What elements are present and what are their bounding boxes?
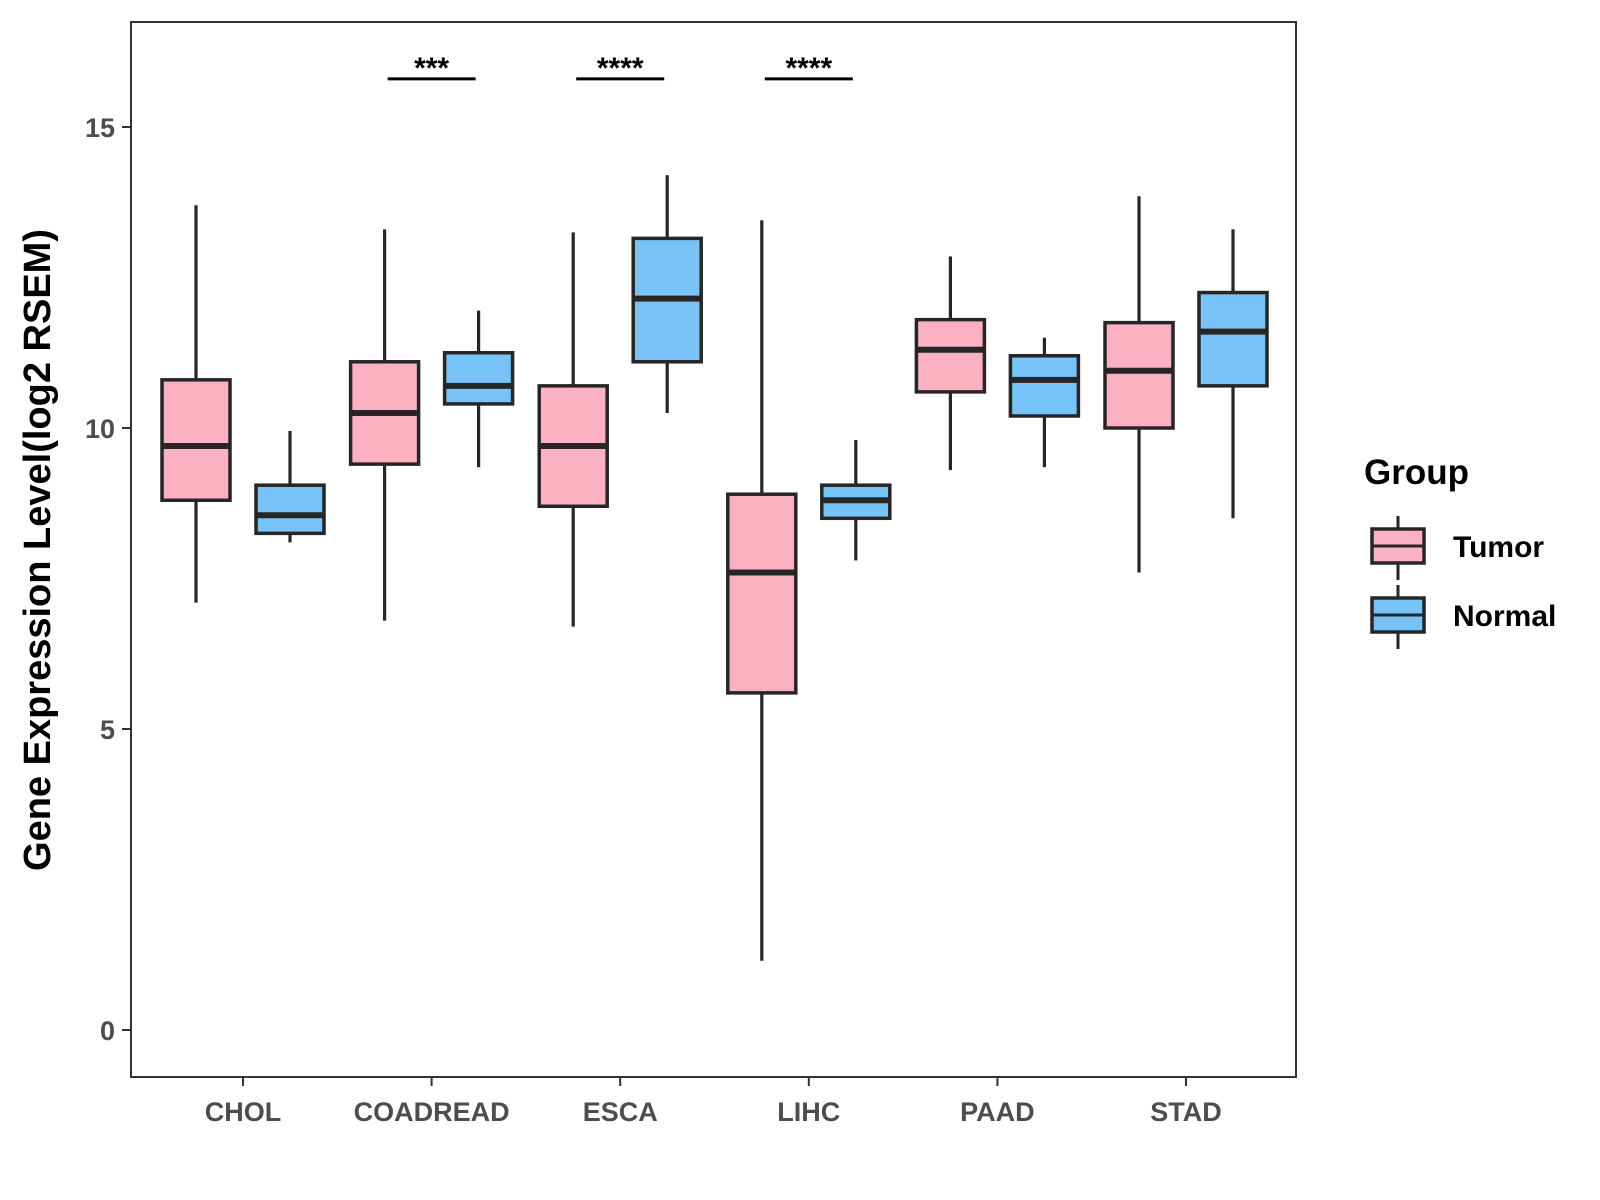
box-normal-coadread — [442, 310, 515, 468]
significance-esca: **** — [576, 52, 665, 85]
x-tick-label-esca: ESCA — [583, 1097, 658, 1127]
x-tick-label-stad: STAD — [1150, 1097, 1222, 1127]
box-iqr — [160, 378, 232, 502]
box-iqr — [1008, 354, 1081, 418]
y-tick-label-0: 0 — [100, 1016, 115, 1046]
legend-label-normal: Normal — [1453, 600, 1556, 633]
box-iqr — [1103, 320, 1175, 430]
box-normal-paad — [1008, 337, 1081, 468]
y-axis: 0 5 10 15 — [85, 113, 131, 1046]
significance-annotations: *** **** **** — [387, 52, 853, 85]
significance-label: **** — [785, 52, 832, 85]
box-iqr — [726, 492, 798, 695]
x-tick-label-chol: CHOL — [205, 1097, 282, 1127]
x-tick-label-coadread: COADREAD — [354, 1097, 510, 1127]
plot-panel-border — [130, 21, 1297, 1078]
box-iqr — [254, 483, 326, 536]
y-tick-label-15: 15 — [85, 113, 115, 143]
box-normal-lihc — [820, 440, 892, 561]
y-tick-label-10: 10 — [85, 414, 115, 444]
significance-coadread: *** — [387, 52, 476, 85]
box-tumor-paad — [914, 256, 987, 471]
box-tumor-lihc — [726, 220, 798, 961]
legend-label-tumor: Tumor — [1453, 531, 1544, 564]
y-tick-label-5: 5 — [100, 715, 115, 745]
box-tumor-esca — [537, 232, 609, 627]
box-normal-esca — [631, 175, 703, 413]
significance-lihc: **** — [764, 52, 853, 85]
significance-label: *** — [414, 52, 449, 85]
x-axis: CHOL COADREAD ESCA LIHC PAAD STAD — [205, 1077, 1222, 1127]
plot-background — [131, 22, 1296, 1077]
box-iqr — [1197, 290, 1269, 388]
box-tumor-chol — [160, 205, 232, 603]
box-iqr — [914, 317, 987, 394]
box-iqr — [442, 351, 515, 406]
significance-label: **** — [597, 52, 644, 85]
x-tick-label-paad: PAAD — [960, 1097, 1035, 1127]
legend-item-tumor: Tumor — [1370, 516, 1544, 580]
legend: Group Tumor Normal — [1364, 453, 1556, 649]
x-tick-label-lihc: LIHC — [777, 1097, 840, 1127]
box-tumor-coadread — [348, 229, 421, 621]
plot-marks — [160, 175, 1269, 961]
box-normal-chol — [254, 431, 326, 543]
legend-item-normal: Normal — [1370, 585, 1556, 649]
legend-title: Group — [1364, 453, 1469, 492]
y-axis-title: Gene Expression Level(log2 RSEM) — [17, 229, 59, 871]
box-tumor-stad — [1103, 196, 1175, 573]
box-normal-stad — [1197, 229, 1269, 519]
